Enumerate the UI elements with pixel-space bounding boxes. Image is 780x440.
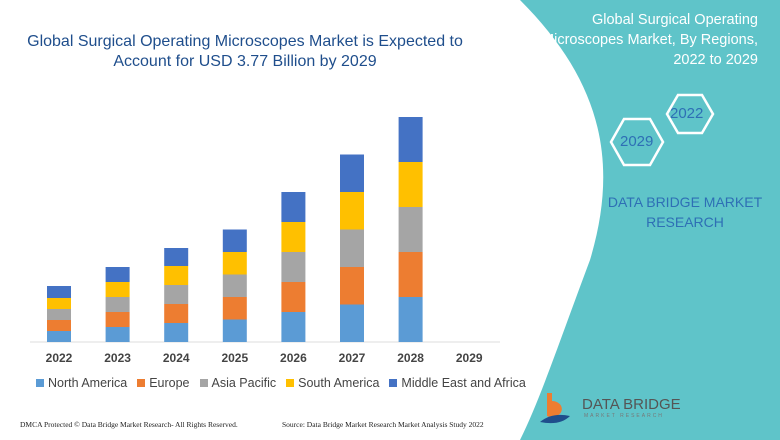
chart-title: Global Surgical Operating Microscopes Ma…	[27, 33, 463, 70]
legend-label: South America	[298, 376, 380, 390]
bar-segment	[222, 252, 247, 275]
bar-segment	[281, 282, 306, 312]
x-tick-label: 2027	[339, 351, 366, 365]
legend-label: Europe	[149, 376, 190, 390]
bar-segment	[105, 267, 130, 282]
bar-segment	[105, 282, 130, 297]
legend-label: North America	[48, 376, 128, 390]
x-tick-label: 2024	[163, 351, 190, 365]
legend-item: Middle East and Africa	[389, 376, 526, 390]
legend-item: Europe	[137, 376, 190, 390]
x-tick-label: 2026	[280, 351, 307, 365]
bar-segment	[105, 297, 130, 312]
bar-segment	[398, 117, 423, 162]
bar-segment	[222, 297, 247, 320]
bar-segment	[340, 192, 364, 230]
hex-2022-shape	[665, 93, 715, 135]
footer-right: Source: Data Bridge Market Research Mark…	[282, 420, 484, 429]
bar-segment	[164, 266, 189, 285]
bar-segment	[281, 312, 306, 342]
legend-label: Middle East and Africa	[401, 376, 526, 390]
bar-segment	[164, 285, 189, 304]
bar-segment	[47, 286, 71, 298]
x-tick-label: 2029	[456, 351, 483, 365]
legend-item: South America	[286, 376, 379, 390]
bar-segment	[281, 222, 306, 252]
bar-segment	[47, 320, 71, 331]
x-tick-label: 2023	[104, 351, 131, 365]
legend-item: North America	[36, 376, 127, 390]
bar-segment	[222, 229, 247, 252]
bar-segment	[47, 331, 71, 342]
logo-icon	[540, 393, 570, 424]
legend: North America Europe Asia Pacific South …	[36, 376, 526, 390]
x-tick-label: 2028	[397, 351, 424, 365]
bar-segment	[340, 154, 364, 192]
bar-segment	[340, 267, 364, 305]
bar-segment	[281, 252, 306, 282]
bar-segment	[340, 304, 364, 342]
hex-label-2022: 2022	[670, 105, 704, 122]
bar-segment	[105, 312, 130, 327]
logo-name: DATA BRIDGE	[582, 396, 681, 413]
x-tick-label: 2022	[46, 351, 73, 365]
bar-segment	[164, 248, 189, 266]
bar-segment	[47, 298, 71, 309]
x-ticks: 2022 2023 2024 2025 2026 2027 2028 2029	[46, 351, 483, 365]
bar-segment	[222, 319, 247, 342]
bar-segment	[398, 162, 423, 207]
bars	[47, 117, 423, 342]
x-tick-label: 2025	[221, 351, 248, 365]
hex-label-2029: 2029	[620, 133, 654, 150]
side-panel-title: Global Surgical Operating Microscopes Ma…	[542, 12, 758, 68]
legend-item: Asia Pacific	[199, 376, 277, 390]
logo-sub: MARKET RESEARCH	[584, 413, 664, 419]
bar-segment	[222, 274, 247, 297]
bar-segment	[398, 297, 423, 342]
bar-segment	[398, 207, 423, 252]
legend-label: Asia Pacific	[211, 376, 277, 390]
bar-segment	[340, 229, 364, 267]
bar-segment	[398, 252, 423, 297]
bar-segment	[47, 309, 71, 320]
bar-segment	[105, 327, 130, 342]
brand-text: DATA BRIDGE MARKET RESEARCH	[607, 194, 763, 230]
footer-left: DMCA Protected © Data Bridge Market Rese…	[20, 420, 238, 429]
hex-2029-shape	[609, 117, 665, 167]
side-panel-shape	[520, 0, 780, 440]
bar-segment	[164, 304, 189, 323]
bar-segment	[281, 192, 306, 222]
bar-segment	[164, 323, 189, 342]
